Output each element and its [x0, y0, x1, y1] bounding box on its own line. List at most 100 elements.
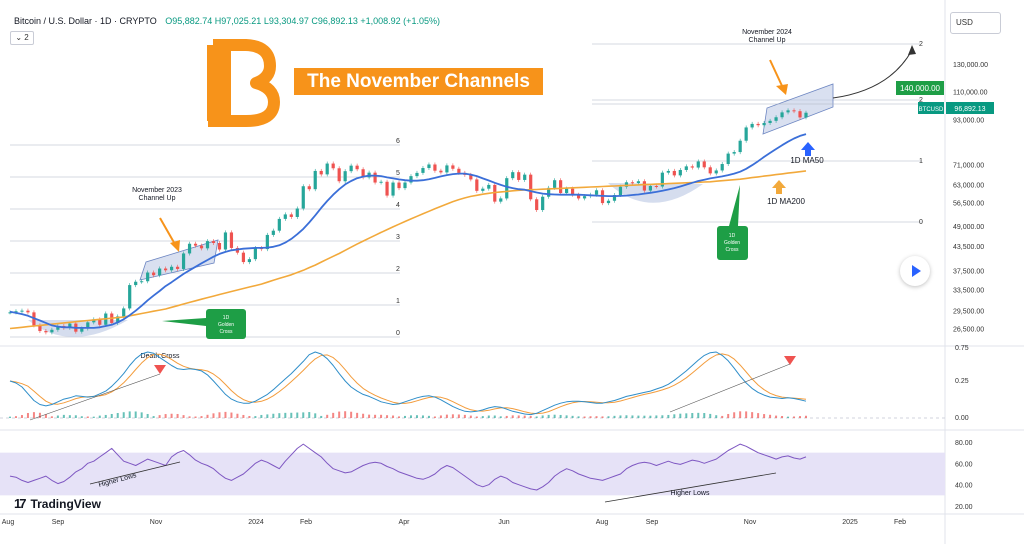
macd-histogram-bar	[637, 415, 640, 418]
death-cross-arrow	[154, 365, 166, 374]
macd-tick-label: 0.00	[955, 415, 969, 422]
macd-histogram-bar	[146, 413, 149, 418]
macd-histogram-bar	[368, 414, 371, 418]
golden-cross-pointer-left	[162, 318, 206, 326]
golden-cross-box-left	[206, 309, 246, 339]
macd-histogram-bar	[481, 416, 484, 418]
macd-histogram-bar	[74, 415, 77, 418]
macd-histogram-bar	[475, 416, 478, 418]
rsi-tick-label: 20.00	[955, 504, 973, 511]
time-tick-label: Sep	[646, 519, 659, 526]
macd-histogram-bar	[104, 414, 107, 418]
macd-histogram-bar	[326, 414, 329, 418]
macd-histogram-bar	[673, 414, 676, 418]
macd-histogram-bar	[56, 415, 59, 418]
price-axis: 130,000.00 110,000.00 93,000.00 71,000.00 63…	[592, 62, 994, 511]
ma50-arrow	[805, 150, 811, 156]
macd-histogram-bar	[236, 413, 239, 418]
death-cross-arrow-right	[784, 356, 796, 365]
title-banner: The November Channels	[294, 68, 543, 95]
macd-histogram-bar	[583, 416, 586, 418]
fib-level-label-right: 2	[919, 41, 923, 48]
macd-histogram-bar	[769, 414, 772, 418]
macd-histogram-bar	[254, 416, 257, 418]
macd-histogram-bar	[44, 414, 47, 418]
macd-histogram-bar	[32, 412, 35, 418]
macd-histogram-bar	[643, 415, 646, 418]
macd-histogram-bar	[541, 415, 544, 418]
macd-histogram-bar	[182, 415, 185, 418]
macd-histogram-bar	[98, 415, 101, 418]
ma200-label: 1D MA200	[767, 197, 805, 206]
symbol-title[interactable]: Bitcoin / U.S. Dollar · 1D · CRYPTO	[14, 16, 157, 26]
macd-histogram-bar	[344, 411, 347, 418]
macd-histogram-bar	[787, 416, 790, 418]
macd-histogram-bar	[415, 415, 418, 418]
indicator-toggle[interactable]: ⌄ 2	[10, 31, 34, 45]
time-tick-label: Feb	[894, 519, 906, 526]
ma50-label: 1D MA50	[790, 156, 824, 165]
macd-histogram-bar	[727, 413, 730, 418]
price-tick-label: 29,500.00	[953, 309, 984, 316]
rsi-tick-label: 80.00	[955, 440, 973, 447]
ohlc-values: O95,882.74 H97,025.21 L93,304.97 C96,892…	[165, 16, 440, 26]
macd-histogram-bar	[559, 414, 562, 418]
fib-level-label: 4	[396, 202, 400, 209]
currency-button[interactable]: USD	[950, 12, 1001, 34]
macd-histogram-bar	[805, 415, 807, 418]
macd-histogram-bar	[224, 411, 227, 418]
macd-histogram-bar	[404, 415, 407, 418]
fib-level-label: 2	[396, 266, 400, 273]
nov2024-channel	[762, 83, 834, 135]
golden-cross-label-right: Cross	[725, 247, 739, 253]
play-button[interactable]	[900, 256, 930, 286]
price-tick-label: 130,000.00	[953, 62, 988, 69]
macd-histogram-bar	[230, 412, 233, 418]
time-tick-label: Aug	[2, 519, 15, 526]
macd-histogram-bar	[601, 416, 604, 418]
bitcoin-logo-icon	[207, 39, 280, 127]
price-tick-label: 43,500.00	[953, 244, 984, 251]
macd-histogram-bar	[451, 414, 454, 418]
ma50-line	[9, 133, 807, 329]
macd-histogram-bar	[356, 412, 359, 418]
macd-trendline	[29, 373, 161, 421]
fib-level-label-right: 2	[919, 97, 923, 104]
macd-histogram-bar	[421, 415, 424, 418]
fib-level-label: 1	[396, 298, 400, 305]
macd-histogram-bar	[398, 416, 401, 418]
rsi-trendline-right	[604, 472, 777, 503]
macd-histogram-bar	[499, 416, 502, 418]
macd-histogram-bar	[128, 411, 131, 418]
golden-cross-label-left: Cross	[219, 329, 233, 335]
macd-histogram-bar	[631, 415, 634, 418]
macd-histogram-bar	[739, 411, 742, 418]
macd-trendline	[669, 363, 791, 413]
time-tick-label: Apr	[399, 519, 411, 526]
time-axis: Aug Sep Nov 2024 Feb Apr Jun Aug Sep Nov 2025 Feb	[2, 519, 906, 526]
btc-symbol-tag	[918, 102, 944, 114]
macd-histogram-bar	[535, 416, 538, 418]
macd-histogram-bar	[439, 415, 442, 418]
macd-histogram-bar	[625, 415, 628, 418]
macd-histogram-bar	[116, 413, 119, 418]
macd-histogram-bar	[20, 415, 23, 418]
macd-histogram-bar	[62, 414, 65, 418]
macd-histogram-bar	[80, 416, 83, 418]
macd-histogram-bar	[685, 413, 688, 418]
target-price-tag	[896, 81, 944, 95]
price-tick-label: 71,000.00	[953, 162, 984, 169]
rsi-band	[0, 452, 945, 496]
macd-histogram-bar	[134, 411, 137, 418]
fib-level-label: 5	[396, 170, 400, 177]
macd-histogram-bar	[691, 413, 694, 418]
macd-histogram-bar	[649, 415, 652, 418]
rsi-tick-label: 60.00	[955, 461, 973, 468]
macd-histogram-bar	[320, 415, 323, 418]
macd-histogram-bar	[212, 413, 215, 418]
rsi-line	[9, 443, 807, 491]
tradingview-logo-icon: 17	[14, 496, 27, 511]
macd-histogram-bar	[493, 415, 496, 418]
macd-histogram-bar	[667, 414, 670, 418]
macd-histogram-bar	[386, 415, 389, 418]
